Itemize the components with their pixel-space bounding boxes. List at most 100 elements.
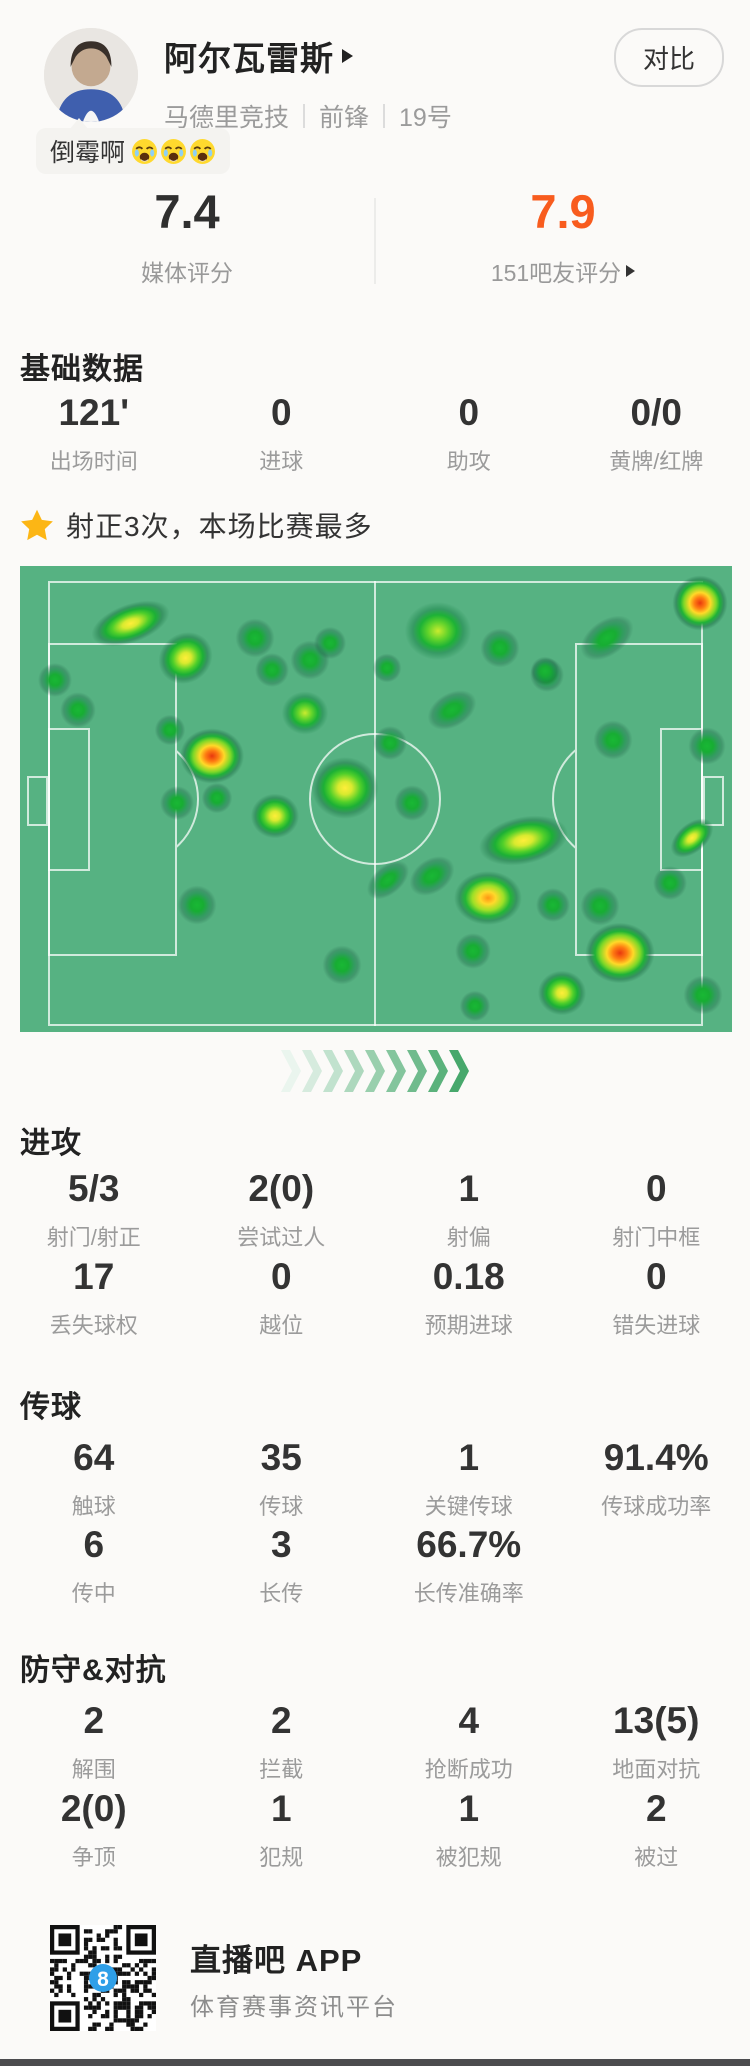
stat-value: 0 xyxy=(270,1256,292,1297)
footer-slogan: 体育赛事资讯平台 xyxy=(190,1994,398,2021)
goal-area-left xyxy=(48,728,90,871)
section-title-attack: 进攻 xyxy=(20,1127,82,1160)
chevron-right-icon xyxy=(301,1050,322,1092)
basic-stats-row-1: 121' 出场时间 0 进球 0 助攻 0/0 黄牌/红牌 xyxy=(0,392,750,476)
stat-value: 0 xyxy=(458,392,480,433)
divider xyxy=(374,198,376,284)
fan-rating: 7.9 151吧友评分 xyxy=(376,186,750,288)
svg-text:8: 8 xyxy=(97,1968,109,1991)
caret-right-icon xyxy=(626,264,636,277)
stat-label: 关键传球 xyxy=(424,1493,513,1519)
stat-cell: 4 抢断成功 xyxy=(375,1700,563,1784)
stat-cell: 2 拦截 xyxy=(188,1700,376,1784)
stat-cell: 35 传球 xyxy=(188,1437,376,1521)
chevron-right-icon xyxy=(406,1050,427,1092)
chevron-arrows xyxy=(0,1050,750,1092)
player-info: 阿尔瓦雷斯 马德里竞技 前锋 19号 xyxy=(164,28,614,134)
defense-stats-row-1: 2 解围 2 拦截 4 抢断成功 13(5) 地面对抗 xyxy=(0,1700,750,1784)
divider xyxy=(303,104,306,128)
stat-value: 4 xyxy=(458,1700,480,1741)
heat-blob xyxy=(370,723,410,763)
player-position: 前锋 xyxy=(319,104,370,132)
stat-cell: 2(0) 争顶 xyxy=(0,1788,188,1872)
star-icon xyxy=(21,509,53,541)
player-name: 阿尔瓦雷斯 xyxy=(164,40,334,77)
stat-value: 1 xyxy=(458,1437,480,1478)
stat-cell: 0 越位 xyxy=(188,1256,376,1340)
stat-cell: 0/0 黄牌/红牌 xyxy=(563,392,750,476)
chevron-right-icon xyxy=(448,1050,469,1092)
stat-label: 抢断成功 xyxy=(424,1756,513,1782)
chevron-right-icon xyxy=(385,1050,406,1092)
crying-emoji-group xyxy=(129,138,216,165)
section-title-passing: 传球 xyxy=(20,1391,82,1424)
stat-value: 0/0 xyxy=(630,392,682,433)
divider xyxy=(383,104,386,128)
stat-label: 争顶 xyxy=(71,1844,116,1870)
stat-label: 传中 xyxy=(71,1580,116,1606)
stat-label: 出场时间 xyxy=(49,448,138,474)
player-name-row[interactable]: 阿尔瓦雷斯 xyxy=(164,32,614,80)
compare-button[interactable]: 对比 xyxy=(613,28,724,87)
stat-cell: 1 关键传球 xyxy=(375,1437,563,1521)
stat-label: 被过 xyxy=(634,1844,679,1870)
chevron-right-icon xyxy=(364,1050,385,1092)
stat-label: 触球 xyxy=(71,1493,116,1519)
heat-blob xyxy=(534,967,590,1019)
stat-cell: 3 长传 xyxy=(188,1524,376,1608)
stat-value: 91.4% xyxy=(603,1437,709,1478)
heat-blob xyxy=(650,863,690,903)
attack-stats-row-1: 5/3 射门/射正 2(0) 尝试过人 1 射偏 0 射门中框 xyxy=(0,1168,750,1252)
stat-label: 错失进球 xyxy=(612,1312,701,1338)
stat-label: 拦截 xyxy=(259,1756,304,1782)
passing-stats-row-2: 6 传中 3 长传 66.7% 长传准确率 xyxy=(0,1524,750,1608)
stat-cell: 13(5) 地面对抗 xyxy=(563,1700,750,1784)
stat-label: 丢失球权 xyxy=(49,1312,138,1338)
stat-label: 犯规 xyxy=(259,1844,304,1870)
stat-value: 2 xyxy=(83,1700,105,1741)
highlight-text: 射正3次，本场比赛最多 xyxy=(66,511,373,542)
heat-blob xyxy=(581,919,659,987)
ratings-row: 7.4 媒体评分 7.9 151吧友评分 xyxy=(0,186,750,288)
fan-rating-label[interactable]: 151吧友评分 xyxy=(376,254,750,288)
heat-blob xyxy=(391,782,433,824)
stat-value: 3 xyxy=(270,1524,292,1565)
heat-blob xyxy=(398,596,478,666)
fan-tag-text: 倒霉啊 xyxy=(50,139,126,167)
stat-cell: 0 助攻 xyxy=(375,392,563,476)
player-team: 马德里竞技 xyxy=(164,104,290,132)
section-title-defense: 防守&对抗 xyxy=(20,1654,167,1687)
stat-label: 长传准确率 xyxy=(413,1580,524,1606)
heat-blob xyxy=(174,882,220,928)
stat-cell: 0 错失进球 xyxy=(563,1256,750,1340)
stat-label: 射门中框 xyxy=(612,1224,701,1250)
chevron-right-icon xyxy=(343,1050,364,1092)
player-meta: 马德里竞技 前锋 19号 xyxy=(164,98,614,134)
stat-cell: 0 进球 xyxy=(188,392,376,476)
media-rating-value: 7.4 xyxy=(154,185,220,238)
stat-cell: 1 射偏 xyxy=(375,1168,563,1252)
defense-stats-row-2: 2(0) 争顶 1 犯规 1 被犯规 2 被过 xyxy=(0,1788,750,1872)
stat-label: 地面对抗 xyxy=(612,1756,701,1782)
stat-value: 1 xyxy=(270,1788,292,1829)
stat-label: 传球 xyxy=(259,1493,304,1519)
stat-value: 1 xyxy=(458,1168,480,1209)
passing-stats-row-1: 64 触球 35 传球 1 关键传球 91.4% 传球成功率 xyxy=(0,1437,750,1521)
fan-tag-bubble[interactable]: 倒霉啊 xyxy=(36,118,231,174)
player-avatar xyxy=(44,28,138,122)
player-number: 19号 xyxy=(399,104,452,132)
heat-blob xyxy=(199,780,235,816)
highlight-row: 射正3次，本场比赛最多 xyxy=(20,505,373,545)
heat-blob xyxy=(157,783,197,823)
stat-cell: 66.7% 长传准确率 xyxy=(375,1524,563,1608)
heat-blob xyxy=(449,867,527,929)
stat-value: 2(0) xyxy=(248,1168,315,1209)
caret-right-icon xyxy=(342,49,353,63)
qr-code: 8 xyxy=(50,1925,156,2031)
stat-cell: 5/3 射门/射正 xyxy=(0,1168,188,1252)
stat-value: 121' xyxy=(58,392,130,433)
heat-blob xyxy=(311,624,349,662)
heat-blob xyxy=(252,650,292,690)
stat-value: 0.18 xyxy=(432,1256,505,1297)
